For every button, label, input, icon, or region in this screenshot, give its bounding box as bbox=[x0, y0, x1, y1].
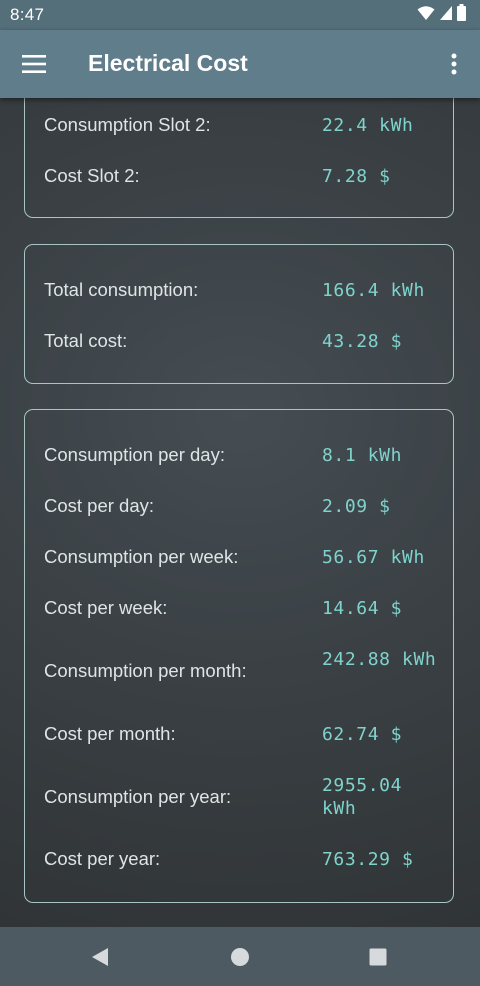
cell-signal-icon bbox=[439, 5, 453, 26]
recents-button[interactable] bbox=[360, 939, 396, 975]
cost-slot2-label: Cost Slot 2: bbox=[44, 165, 140, 186]
period-card: Consumption per day: 8.1 kWh Cost per da… bbox=[24, 409, 454, 903]
app-title: Electrical Cost bbox=[88, 50, 248, 76]
total-consumption-label: Total consumption: bbox=[44, 279, 199, 300]
more-vert-icon bbox=[451, 53, 457, 75]
recents-square-icon bbox=[369, 948, 387, 966]
wifi-icon bbox=[417, 5, 435, 26]
consumption-per-year-value: 2955.04 kWh bbox=[322, 775, 403, 819]
consumption-per-week-value: 56.67 kWh bbox=[322, 547, 425, 568]
totals-card: Total consumption: 166.4 kWh Total cost:… bbox=[24, 244, 454, 384]
cost-per-week-label: Cost per week: bbox=[44, 597, 168, 618]
home-circle-icon bbox=[231, 948, 249, 966]
cost-per-day-label: Cost per day: bbox=[44, 495, 155, 516]
status-icons bbox=[413, 4, 466, 26]
back-button[interactable] bbox=[82, 939, 118, 975]
consumption-per-week-label: Consumption per week: bbox=[44, 546, 239, 567]
results-scroll-area[interactable]: Consumption Slot 2: 22.4 kWh Cost Slot 2… bbox=[0, 98, 480, 927]
cost-per-week-value: 14.64 $ bbox=[322, 598, 403, 619]
cost-per-year-label: Cost per year: bbox=[44, 848, 161, 869]
cost-per-month-value: 62.74 $ bbox=[322, 724, 403, 745]
consumption-per-month-label: Consumption per month: bbox=[44, 660, 247, 681]
consumption-per-day-value: 8.1 kWh bbox=[322, 445, 403, 466]
hamburger-menu-icon bbox=[22, 55, 46, 73]
cost-slot2-value: 7.28 $ bbox=[322, 166, 391, 187]
consumption-per-year-label: Consumption per year: bbox=[44, 786, 232, 807]
consumption-slot2-label: Consumption Slot 2: bbox=[44, 114, 211, 135]
overflow-menu-button[interactable] bbox=[442, 44, 466, 84]
app-bar: Electrical Cost bbox=[0, 30, 480, 98]
cost-per-year-value: 763.29 $ bbox=[322, 849, 414, 870]
cost-per-month-label: Cost per month: bbox=[44, 723, 176, 744]
battery-icon bbox=[457, 4, 466, 26]
consumption-slot2-value: 22.4 kWh bbox=[322, 115, 414, 136]
system-nav-bar bbox=[0, 927, 480, 986]
consumption-per-month-value: 242.88 kWh bbox=[322, 649, 437, 670]
status-time: 8:47 bbox=[10, 5, 45, 24]
total-consumption-value: 166.4 kWh bbox=[322, 280, 425, 301]
total-cost-label: Total cost: bbox=[44, 330, 128, 351]
slot2-card: Consumption Slot 2: 22.4 kWh Cost Slot 2… bbox=[24, 98, 454, 218]
total-cost-value: 43.28 $ bbox=[322, 331, 403, 352]
back-triangle-icon bbox=[92, 948, 108, 966]
menu-button[interactable] bbox=[14, 44, 54, 84]
status-bar: 8:47 bbox=[0, 0, 480, 30]
home-button[interactable] bbox=[222, 939, 258, 975]
consumption-per-day-label: Consumption per day: bbox=[44, 444, 225, 465]
cost-per-day-value: 2.09 $ bbox=[322, 496, 391, 517]
